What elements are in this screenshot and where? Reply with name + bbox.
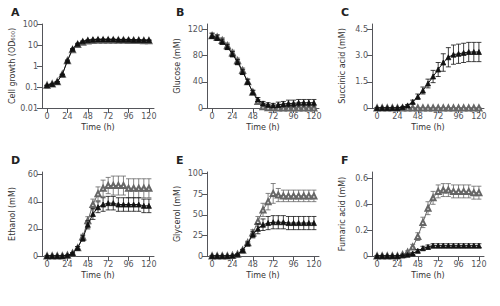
svg-text:B: B [176,6,184,19]
svg-text:Time (h): Time (h) [245,271,279,280]
svg-text:48: 48 [413,112,423,121]
svg-text:48: 48 [83,260,93,269]
svg-text:0: 0 [198,104,203,113]
svg-text:96: 96 [123,112,133,121]
svg-text:48: 48 [83,112,93,121]
svg-text:4.5: 4.5 [355,25,368,34]
svg-text:Time (h): Time (h) [80,123,114,132]
svg-text:10: 10 [28,41,38,50]
svg-text:0.01: 0.01 [20,104,38,113]
svg-text:24: 24 [62,112,72,121]
svg-text:0: 0 [210,112,215,121]
svg-text:0: 0 [375,260,380,269]
svg-text:96: 96 [453,260,463,269]
svg-text:96: 96 [288,112,298,121]
svg-text:72: 72 [268,112,278,121]
svg-text:72: 72 [433,112,443,121]
svg-text:Fumaric acid (mM): Fumaric acid (mM) [338,177,347,251]
svg-text:25: 25 [193,231,203,240]
svg-text:24: 24 [227,260,237,269]
svg-text:C: C [341,6,349,19]
svg-text:E: E [176,154,184,167]
svg-text:Glycerol (mM): Glycerol (mM) [173,186,182,242]
svg-text:96: 96 [123,260,133,269]
svg-text:40: 40 [193,77,203,86]
svg-text:0.1: 0.1 [25,83,38,92]
svg-text:0.4: 0.4 [355,200,368,209]
svg-text:120: 120 [306,112,321,121]
svg-text:3.0: 3.0 [355,51,368,60]
svg-text:80: 80 [193,51,203,60]
svg-text:Time (h): Time (h) [80,271,114,280]
svg-text:120: 120 [141,260,156,269]
svg-text:100: 100 [23,20,38,29]
svg-text:0: 0 [210,260,215,269]
svg-text:24: 24 [392,112,402,121]
svg-text:120: 120 [188,25,203,34]
svg-text:Time (h): Time (h) [245,123,279,132]
svg-text:50: 50 [193,210,203,219]
svg-text:100: 100 [188,169,203,178]
svg-text:0.6: 0.6 [355,174,368,183]
svg-text:Time (h): Time (h) [410,123,444,132]
svg-text:72: 72 [103,112,113,121]
svg-text:72: 72 [433,260,443,269]
svg-text:24: 24 [392,260,402,269]
svg-text:20: 20 [28,224,38,233]
svg-text:72: 72 [103,260,113,269]
svg-text:120: 120 [141,112,156,121]
svg-text:96: 96 [288,260,298,269]
svg-text:120: 120 [306,260,321,269]
svg-text:0: 0 [198,252,203,261]
svg-text:96: 96 [453,112,463,121]
svg-text:0: 0 [375,112,380,121]
svg-text:40: 40 [28,197,38,206]
svg-text:0: 0 [45,260,50,269]
svg-text:Cell growth (OD₆₀₀): Cell growth (OD₆₀₀) [8,28,17,104]
svg-text:24: 24 [227,112,237,121]
svg-text:Ethanol (mM): Ethanol (mM) [8,187,17,241]
svg-text:48: 48 [248,112,258,121]
svg-text:A: A [11,6,20,19]
svg-text:60: 60 [28,170,38,179]
svg-text:120: 120 [471,112,486,121]
svg-text:1.5: 1.5 [355,77,368,86]
svg-text:0: 0 [363,252,368,261]
svg-text:24: 24 [62,260,72,269]
svg-text:Succinic acid (mM): Succinic acid (mM) [338,28,347,103]
svg-text:0.2: 0.2 [355,226,368,235]
svg-text:0: 0 [33,252,38,261]
svg-text:Glucose (mM): Glucose (mM) [173,38,182,93]
svg-text:F: F [341,154,349,167]
svg-text:48: 48 [413,260,423,269]
svg-text:120: 120 [471,260,486,269]
svg-text:D: D [11,154,20,167]
svg-text:0: 0 [45,112,50,121]
svg-text:0: 0 [363,104,368,113]
svg-text:75: 75 [193,190,203,199]
svg-text:1: 1 [33,62,38,71]
svg-text:Time (h): Time (h) [410,271,444,280]
svg-text:48: 48 [248,260,258,269]
svg-text:72: 72 [268,260,278,269]
